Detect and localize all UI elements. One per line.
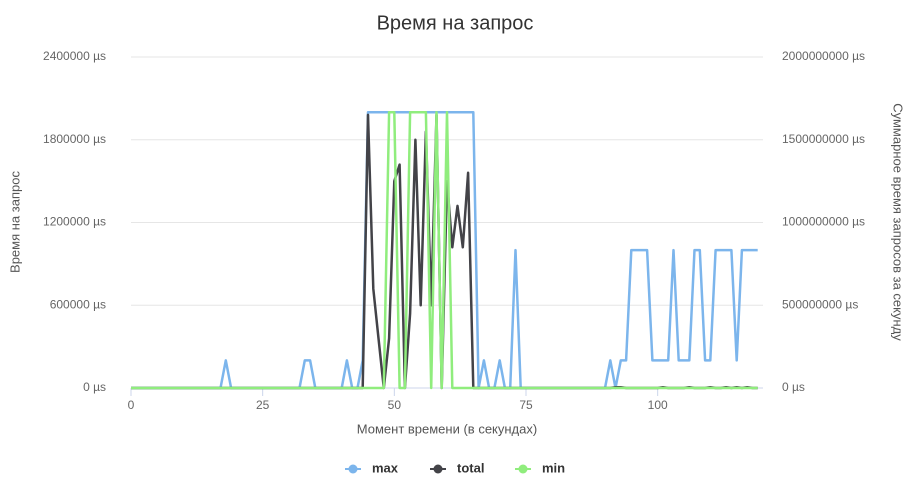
y-tick-label: 2400000 µs: [43, 49, 106, 63]
chart-title: Время на запрос: [377, 12, 534, 34]
legend-label[interactable]: min: [542, 460, 565, 475]
y2-tick-label: 1500000000 µs: [782, 132, 865, 146]
y2-tick-label: 1000000000 µs: [782, 215, 865, 229]
legend-label[interactable]: max: [372, 460, 399, 475]
y-tick-label: 1800000 µs: [43, 132, 106, 146]
y-axis-title: Время на запрос: [7, 171, 22, 273]
series-line: [131, 110, 758, 390]
x-tick-label: 100: [648, 398, 668, 412]
x-tick-label: 75: [519, 398, 533, 412]
y-tick-label: 600000 µs: [50, 297, 106, 311]
x-axis-title: Момент времени (в секундах): [357, 421, 537, 436]
y2-tick-label: 2000000000 µs: [782, 49, 865, 63]
x-tick-label: 0: [128, 398, 135, 412]
legend-marker: [433, 464, 443, 474]
x-tick-label: 50: [388, 398, 402, 412]
legend-label[interactable]: total: [457, 460, 484, 475]
y2-tick-label: 500000000 µs: [782, 297, 858, 311]
x-tick-label: 25: [256, 398, 270, 412]
legend-marker: [518, 464, 528, 474]
y2-axis-title: Суммарное время запросов за секунду: [891, 103, 906, 341]
y-tick-label: 0 µs: [83, 380, 106, 394]
y2-tick-label: 0 µs: [782, 380, 805, 394]
legend-marker: [348, 464, 358, 474]
y-tick-label: 1200000 µs: [43, 215, 106, 229]
